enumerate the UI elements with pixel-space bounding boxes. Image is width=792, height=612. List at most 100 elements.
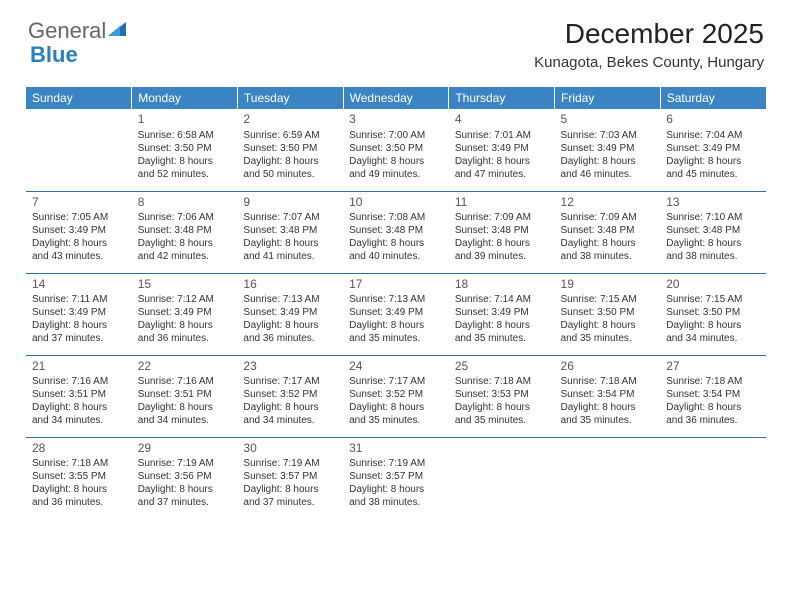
- sunset-text: Sunset: 3:49 PM: [455, 142, 549, 155]
- daylight-text: and 35 minutes.: [455, 332, 549, 345]
- weekday-header: Saturday: [660, 87, 766, 109]
- daylight-text: and 42 minutes.: [138, 250, 232, 263]
- calendar-cell-empty: [555, 437, 661, 519]
- daylight-text: Daylight: 8 hours: [349, 155, 443, 168]
- calendar-cell: 3Sunrise: 7:00 AMSunset: 3:50 PMDaylight…: [343, 109, 449, 191]
- daylight-text: Daylight: 8 hours: [138, 401, 232, 414]
- sunset-text: Sunset: 3:49 PM: [243, 306, 337, 319]
- day-number: 7: [32, 195, 126, 211]
- day-number: 27: [666, 359, 760, 375]
- calendar-cell: 1Sunrise: 6:58 AMSunset: 3:50 PMDaylight…: [132, 109, 238, 191]
- daylight-text: and 35 minutes.: [349, 332, 443, 345]
- day-number: 26: [561, 359, 655, 375]
- daylight-text: and 50 minutes.: [243, 168, 337, 181]
- daylight-text: Daylight: 8 hours: [349, 319, 443, 332]
- day-number: 9: [243, 195, 337, 211]
- sunrise-text: Sunrise: 7:14 AM: [455, 293, 549, 306]
- day-number: 4: [455, 112, 549, 128]
- calendar-table: SundayMondayTuesdayWednesdayThursdayFrid…: [26, 87, 766, 519]
- sunset-text: Sunset: 3:48 PM: [455, 224, 549, 237]
- sunrise-text: Sunrise: 7:04 AM: [666, 129, 760, 142]
- sunrise-text: Sunrise: 7:18 AM: [32, 457, 126, 470]
- title-block: December 2025 Kunagota, Bekes County, Hu…: [534, 18, 764, 71]
- calendar-cell-empty: [660, 437, 766, 519]
- daylight-text: and 36 minutes.: [138, 332, 232, 345]
- daylight-text: and 49 minutes.: [349, 168, 443, 181]
- day-number: 2: [243, 112, 337, 128]
- sunset-text: Sunset: 3:48 PM: [666, 224, 760, 237]
- calendar-cell: 25Sunrise: 7:18 AMSunset: 3:53 PMDayligh…: [449, 355, 555, 437]
- sunrise-text: Sunrise: 7:03 AM: [561, 129, 655, 142]
- sunrise-text: Sunrise: 7:16 AM: [32, 375, 126, 388]
- sunset-text: Sunset: 3:57 PM: [349, 470, 443, 483]
- calendar-cell: 16Sunrise: 7:13 AMSunset: 3:49 PMDayligh…: [237, 273, 343, 355]
- logo-text-1: General: [28, 18, 106, 44]
- day-number: 28: [32, 441, 126, 457]
- sunset-text: Sunset: 3:51 PM: [32, 388, 126, 401]
- daylight-text: Daylight: 8 hours: [455, 401, 549, 414]
- logo-triangle-icon: [108, 22, 126, 36]
- sunset-text: Sunset: 3:50 PM: [138, 142, 232, 155]
- daylight-text: Daylight: 8 hours: [666, 155, 760, 168]
- sunset-text: Sunset: 3:48 PM: [243, 224, 337, 237]
- sunset-text: Sunset: 3:52 PM: [243, 388, 337, 401]
- weekday-header: Thursday: [449, 87, 555, 109]
- calendar-row: 21Sunrise: 7:16 AMSunset: 3:51 PMDayligh…: [26, 355, 766, 437]
- sunset-text: Sunset: 3:50 PM: [561, 306, 655, 319]
- day-number: 31: [349, 441, 443, 457]
- sunset-text: Sunset: 3:49 PM: [666, 142, 760, 155]
- sunrise-text: Sunrise: 7:06 AM: [138, 211, 232, 224]
- daylight-text: Daylight: 8 hours: [32, 319, 126, 332]
- calendar-cell: 19Sunrise: 7:15 AMSunset: 3:50 PMDayligh…: [555, 273, 661, 355]
- day-number: 15: [138, 277, 232, 293]
- sunset-text: Sunset: 3:49 PM: [455, 306, 549, 319]
- sunrise-text: Sunrise: 7:19 AM: [138, 457, 232, 470]
- daylight-text: and 34 minutes.: [32, 414, 126, 427]
- day-number: 16: [243, 277, 337, 293]
- sunset-text: Sunset: 3:49 PM: [32, 224, 126, 237]
- calendar-row: 1Sunrise: 6:58 AMSunset: 3:50 PMDaylight…: [26, 109, 766, 191]
- sunrise-text: Sunrise: 7:15 AM: [666, 293, 760, 306]
- sunset-text: Sunset: 3:49 PM: [32, 306, 126, 319]
- daylight-text: and 34 minutes.: [138, 414, 232, 427]
- daylight-text: and 38 minutes.: [561, 250, 655, 263]
- daylight-text: Daylight: 8 hours: [349, 401, 443, 414]
- daylight-text: Daylight: 8 hours: [666, 401, 760, 414]
- daylight-text: Daylight: 8 hours: [138, 237, 232, 250]
- sunset-text: Sunset: 3:51 PM: [138, 388, 232, 401]
- sunrise-text: Sunrise: 7:12 AM: [138, 293, 232, 306]
- calendar-cell: 23Sunrise: 7:17 AMSunset: 3:52 PMDayligh…: [237, 355, 343, 437]
- calendar-cell: 13Sunrise: 7:10 AMSunset: 3:48 PMDayligh…: [660, 191, 766, 273]
- calendar-row: 14Sunrise: 7:11 AMSunset: 3:49 PMDayligh…: [26, 273, 766, 355]
- calendar-cell: 29Sunrise: 7:19 AMSunset: 3:56 PMDayligh…: [132, 437, 238, 519]
- calendar-row: 7Sunrise: 7:05 AMSunset: 3:49 PMDaylight…: [26, 191, 766, 273]
- sunrise-text: Sunrise: 7:15 AM: [561, 293, 655, 306]
- sunset-text: Sunset: 3:56 PM: [138, 470, 232, 483]
- calendar-cell: 14Sunrise: 7:11 AMSunset: 3:49 PMDayligh…: [26, 273, 132, 355]
- day-number: 1: [138, 112, 232, 128]
- sunset-text: Sunset: 3:54 PM: [666, 388, 760, 401]
- daylight-text: and 52 minutes.: [138, 168, 232, 181]
- daylight-text: and 46 minutes.: [561, 168, 655, 181]
- calendar-cell: 9Sunrise: 7:07 AMSunset: 3:48 PMDaylight…: [237, 191, 343, 273]
- daylight-text: Daylight: 8 hours: [243, 401, 337, 414]
- sunset-text: Sunset: 3:57 PM: [243, 470, 337, 483]
- sunset-text: Sunset: 3:50 PM: [243, 142, 337, 155]
- day-number: 8: [138, 195, 232, 211]
- sunrise-text: Sunrise: 7:16 AM: [138, 375, 232, 388]
- daylight-text: Daylight: 8 hours: [243, 483, 337, 496]
- calendar-cell: 18Sunrise: 7:14 AMSunset: 3:49 PMDayligh…: [449, 273, 555, 355]
- calendar-cell: 2Sunrise: 6:59 AMSunset: 3:50 PMDaylight…: [237, 109, 343, 191]
- calendar-cell: 11Sunrise: 7:09 AMSunset: 3:48 PMDayligh…: [449, 191, 555, 273]
- calendar-cell-empty: [449, 437, 555, 519]
- daylight-text: Daylight: 8 hours: [243, 155, 337, 168]
- day-number: 24: [349, 359, 443, 375]
- daylight-text: and 36 minutes.: [243, 332, 337, 345]
- daylight-text: and 47 minutes.: [455, 168, 549, 181]
- daylight-text: Daylight: 8 hours: [455, 319, 549, 332]
- day-number: 25: [455, 359, 549, 375]
- calendar-cell: 15Sunrise: 7:12 AMSunset: 3:49 PMDayligh…: [132, 273, 238, 355]
- calendar-cell: 6Sunrise: 7:04 AMSunset: 3:49 PMDaylight…: [660, 109, 766, 191]
- sunset-text: Sunset: 3:48 PM: [561, 224, 655, 237]
- day-number: 22: [138, 359, 232, 375]
